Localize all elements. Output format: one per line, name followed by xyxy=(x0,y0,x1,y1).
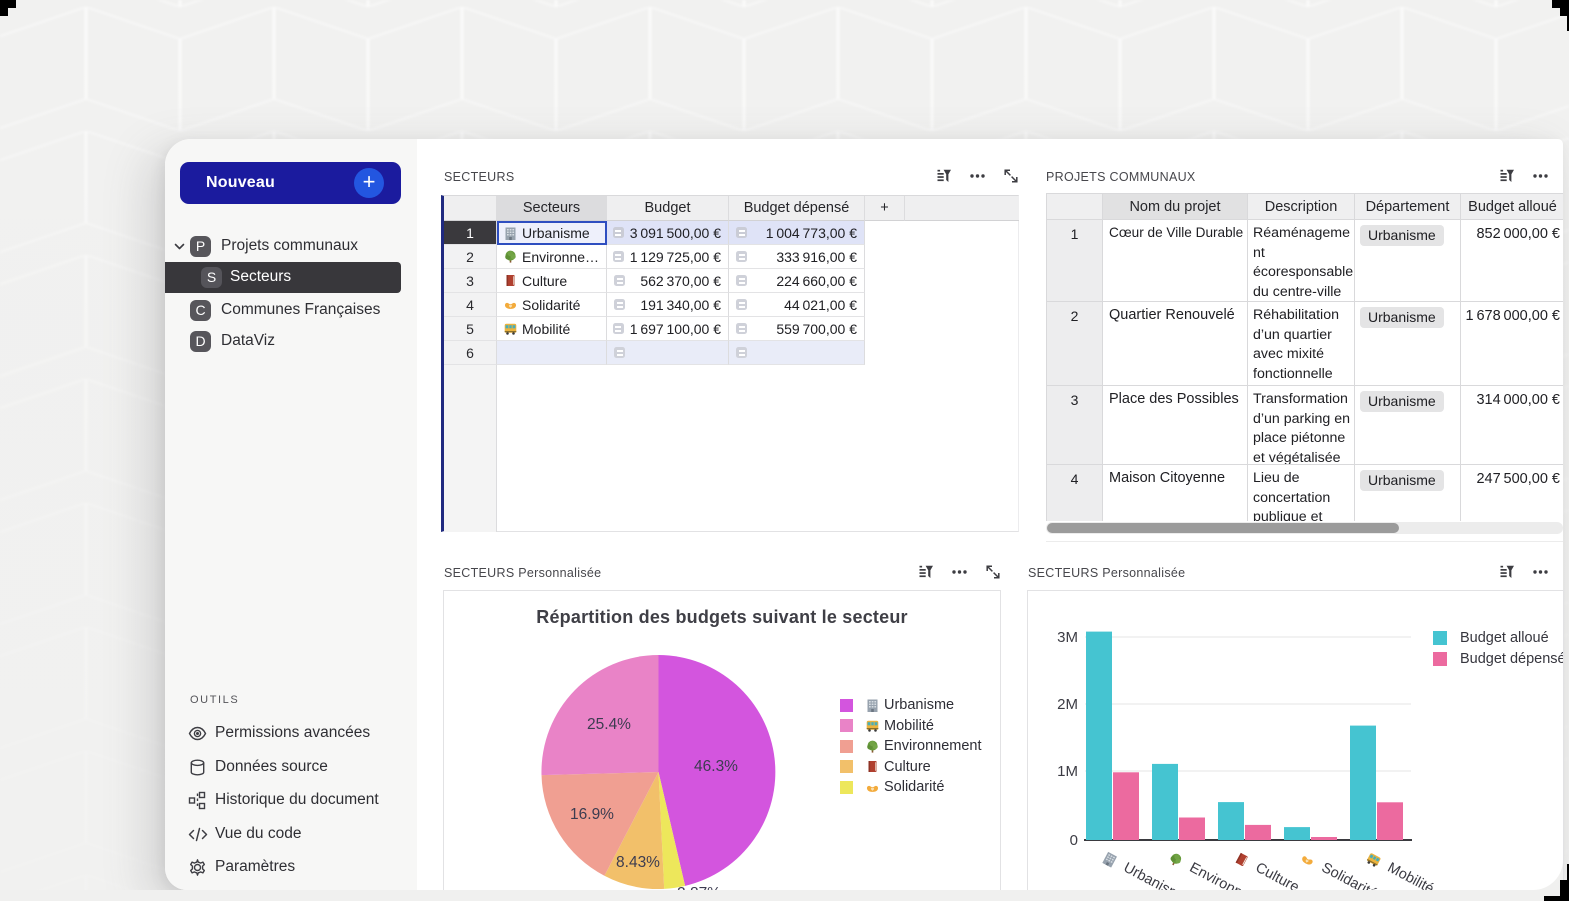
svg-text:1M: 1M xyxy=(1057,763,1078,780)
svg-text:3M: 3M xyxy=(1057,629,1078,646)
svg-text:16.9%: 16.9% xyxy=(570,806,614,823)
svg-text:8.43%: 8.43% xyxy=(616,854,660,871)
svg-text:25.4%: 25.4% xyxy=(587,716,631,733)
svg-text:Budget dépensé: Budget dépensé xyxy=(1460,651,1563,667)
svg-text:2M: 2M xyxy=(1057,696,1078,713)
svg-text:2.87%: 2.87% xyxy=(677,885,721,890)
svg-text:46.3%: 46.3% xyxy=(694,758,738,775)
svg-text:0: 0 xyxy=(1070,832,1078,849)
svg-text:Budget alloué: Budget alloué xyxy=(1460,630,1549,646)
